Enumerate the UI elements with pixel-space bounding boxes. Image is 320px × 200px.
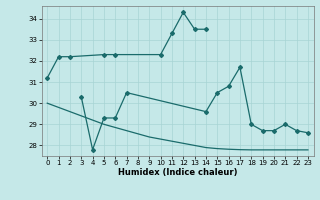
X-axis label: Humidex (Indice chaleur): Humidex (Indice chaleur) [118, 168, 237, 177]
